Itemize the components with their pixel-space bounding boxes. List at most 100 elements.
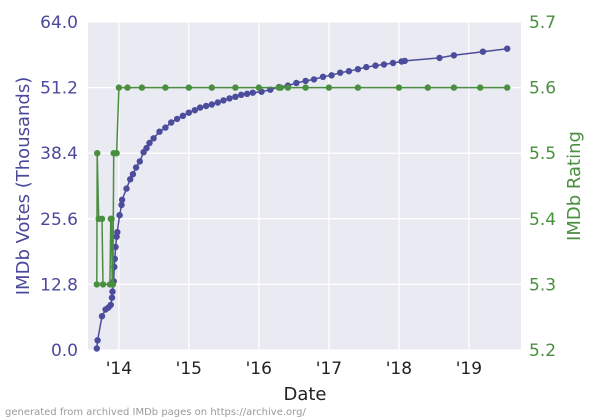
plot-background xyxy=(88,22,521,350)
votes-point xyxy=(150,135,157,142)
votes-point xyxy=(436,54,443,62)
y-right-tick-label: 5.2 xyxy=(529,341,556,361)
votes-point xyxy=(328,72,335,79)
votes-point xyxy=(354,66,362,73)
rating-point xyxy=(113,150,120,157)
votes-point xyxy=(123,185,130,192)
votes-point xyxy=(293,79,300,87)
votes-point xyxy=(243,90,251,98)
votes-point xyxy=(94,337,101,344)
rating-point xyxy=(99,281,107,288)
votes-point xyxy=(310,76,318,83)
rating-point xyxy=(354,84,362,91)
votes-point xyxy=(118,196,126,203)
rating-point xyxy=(395,84,403,91)
x-tick-label: '19 xyxy=(456,359,482,379)
votes-point xyxy=(116,212,123,219)
votes-point xyxy=(114,228,121,236)
x-tick-label: '14 xyxy=(106,359,132,379)
votes-point xyxy=(202,102,210,110)
votes-point xyxy=(363,63,370,71)
y-left-tick-label: 0.0 xyxy=(51,341,78,361)
y-right-tick-label: 5.4 xyxy=(529,210,556,230)
rating-point xyxy=(277,84,284,91)
y-left-tick-label: 12.8 xyxy=(40,275,78,295)
votes-point xyxy=(173,115,181,123)
votes-point xyxy=(98,313,106,320)
rating-point xyxy=(255,84,262,91)
votes-point xyxy=(319,73,327,81)
rating-point xyxy=(138,84,146,91)
y-left-tick-label: 64.0 xyxy=(40,13,78,33)
votes-point xyxy=(380,61,388,68)
votes-point xyxy=(156,128,163,135)
rating-point xyxy=(94,150,101,157)
rating-point xyxy=(98,215,106,222)
votes-point xyxy=(220,97,227,104)
votes-point xyxy=(162,124,169,131)
x-tick-label: '18 xyxy=(386,359,412,379)
rating-point xyxy=(208,84,215,91)
y-axis-label-left: IMDb Votes (Thousands) xyxy=(13,77,34,296)
votes-point xyxy=(479,48,487,55)
votes-point xyxy=(232,93,239,101)
votes-point xyxy=(185,109,192,116)
votes-point xyxy=(129,171,137,178)
y-right-tick-label: 5.3 xyxy=(529,275,556,295)
rating-point xyxy=(450,84,458,91)
votes-point xyxy=(238,91,245,99)
votes-point xyxy=(191,107,198,114)
y-axis-label-right: IMDb Rating xyxy=(564,131,585,241)
rating-point xyxy=(162,84,169,91)
votes-point xyxy=(127,176,134,183)
votes-point xyxy=(107,301,115,309)
votes-point xyxy=(345,68,353,75)
votes-point xyxy=(337,69,344,76)
rating-point xyxy=(504,84,511,91)
votes-point xyxy=(93,345,101,352)
y-right-tick-label: 5.7 xyxy=(529,13,556,33)
y-right-tick-label: 5.6 xyxy=(529,79,556,99)
votes-point xyxy=(196,104,204,111)
rating-point xyxy=(124,84,131,91)
votes-point xyxy=(112,243,119,251)
rating-point xyxy=(109,281,117,288)
votes-point xyxy=(146,139,153,147)
x-axis-label: Date xyxy=(283,384,326,405)
votes-point xyxy=(372,62,379,69)
votes-point xyxy=(249,89,256,96)
rating-point xyxy=(108,215,115,222)
votes-point xyxy=(214,99,221,106)
votes-point xyxy=(208,101,215,108)
rating-point xyxy=(284,84,292,91)
votes-point xyxy=(168,119,175,126)
x-tick-label: '16 xyxy=(246,359,272,379)
rating-point xyxy=(325,84,333,91)
rating-point xyxy=(232,84,239,91)
series-votes xyxy=(93,45,511,352)
votes-point xyxy=(450,52,458,59)
votes-point xyxy=(504,45,511,52)
rating-point xyxy=(115,84,123,91)
votes-point xyxy=(302,77,309,85)
votes-point xyxy=(226,95,233,102)
y-left-tick-label: 25.6 xyxy=(40,210,78,230)
votes-point xyxy=(401,57,408,65)
votes-point xyxy=(143,144,150,152)
votes-point xyxy=(132,164,140,171)
y-left-tick-label: 38.4 xyxy=(40,144,78,164)
rating-point xyxy=(477,84,484,91)
votes-point xyxy=(109,288,116,295)
votes-point xyxy=(179,112,187,120)
votes-point xyxy=(389,59,397,67)
series-rating xyxy=(93,84,511,288)
x-tick-label: '15 xyxy=(176,359,202,379)
ticks-layer: '14 '15 '16 '17 '18 '19 0.0 12.8 25.6 38.4 51.2 64.… xyxy=(40,13,556,379)
votes-point xyxy=(118,201,125,209)
rating-point xyxy=(185,84,192,91)
rating-point xyxy=(302,84,309,91)
y-right-tick-label: 5.5 xyxy=(529,144,556,164)
rating-point xyxy=(424,84,431,91)
y-left-tick-label: 51.2 xyxy=(40,79,78,99)
